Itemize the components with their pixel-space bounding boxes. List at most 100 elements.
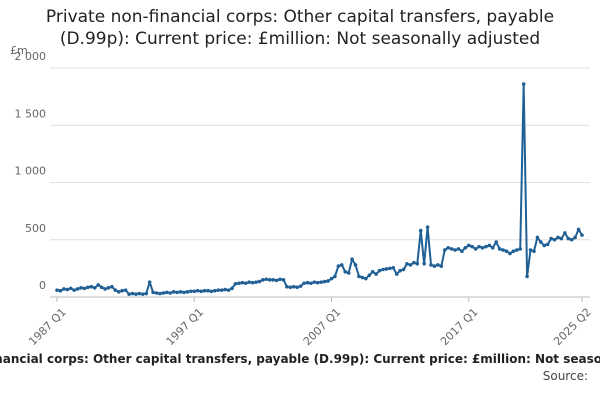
point <box>302 281 306 286</box>
point <box>374 272 378 276</box>
point <box>340 263 344 267</box>
point <box>322 279 327 284</box>
caption: Private non-financial corps: Other capit… <box>0 352 600 366</box>
point <box>178 290 183 294</box>
point <box>576 227 581 232</box>
point <box>436 263 440 267</box>
point <box>230 286 234 291</box>
point <box>226 288 231 292</box>
point <box>549 236 553 241</box>
point <box>240 280 245 285</box>
point <box>168 291 173 295</box>
point <box>106 286 111 290</box>
source: Source: <box>542 369 588 383</box>
point <box>130 291 135 296</box>
point <box>357 274 361 279</box>
point <box>305 280 310 285</box>
point <box>563 231 567 235</box>
point <box>291 284 296 289</box>
point <box>545 242 550 247</box>
point <box>257 279 262 284</box>
point <box>68 286 73 291</box>
point <box>55 288 59 292</box>
point <box>394 272 399 276</box>
y-tick-label: 2 000 <box>15 50 47 63</box>
point <box>580 233 584 237</box>
point <box>566 236 571 241</box>
point <box>542 243 547 248</box>
chart-title: Private non-financial corps: Other capit… <box>45 7 555 49</box>
point <box>250 280 255 285</box>
point <box>223 287 227 292</box>
point <box>391 266 396 270</box>
point <box>72 288 76 292</box>
point <box>484 244 488 249</box>
point <box>219 288 224 292</box>
point <box>319 280 324 284</box>
point <box>295 285 299 290</box>
point <box>65 287 70 292</box>
point <box>298 284 303 288</box>
point <box>466 243 471 248</box>
point <box>147 280 152 284</box>
point <box>103 287 107 291</box>
point <box>137 291 142 296</box>
point <box>99 285 104 290</box>
point <box>312 280 317 284</box>
point <box>381 267 385 272</box>
point <box>401 267 406 272</box>
point <box>470 244 474 249</box>
point <box>281 278 286 282</box>
point <box>326 279 330 283</box>
point <box>62 287 66 291</box>
point <box>405 261 409 266</box>
point <box>182 290 186 295</box>
point <box>360 275 365 280</box>
point <box>487 243 492 248</box>
point <box>473 247 478 251</box>
line <box>56 83 583 296</box>
point <box>278 277 282 282</box>
x-tick-label: 2017 Q1 <box>438 306 481 349</box>
point <box>195 288 200 293</box>
point <box>343 270 348 274</box>
point <box>209 289 214 294</box>
point <box>267 278 272 282</box>
point <box>350 257 354 262</box>
point <box>165 290 169 295</box>
point <box>243 281 248 286</box>
point <box>140 292 145 296</box>
point <box>175 290 179 295</box>
point <box>508 251 512 256</box>
point <box>501 248 505 252</box>
point <box>552 237 557 242</box>
point <box>89 284 94 289</box>
point <box>463 245 468 250</box>
point <box>477 244 481 249</box>
point <box>254 280 258 284</box>
point <box>532 249 536 253</box>
y-tick-label: 1 000 <box>15 165 47 178</box>
point <box>439 264 444 268</box>
point <box>189 289 193 294</box>
point <box>213 288 217 293</box>
x-tick-label: 2007 Q1 <box>301 306 344 349</box>
point <box>192 289 197 294</box>
point <box>449 247 454 251</box>
point <box>261 278 265 282</box>
point <box>151 290 155 295</box>
point <box>446 245 450 250</box>
point <box>144 291 149 296</box>
point <box>370 270 375 274</box>
point <box>171 290 176 294</box>
point <box>384 267 389 271</box>
point <box>199 289 203 294</box>
point <box>408 263 413 267</box>
point <box>377 268 382 273</box>
point <box>367 273 372 278</box>
point <box>539 240 543 244</box>
point <box>58 288 63 293</box>
point <box>518 247 523 251</box>
point <box>96 283 100 287</box>
